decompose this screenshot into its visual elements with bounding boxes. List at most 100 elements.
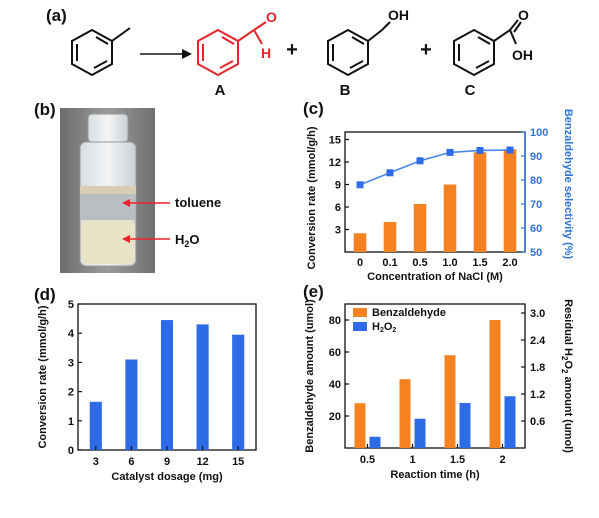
y-tick-label: 3 — [68, 357, 74, 369]
bar-h2o2 — [459, 403, 471, 448]
y-axis-label: Benzaldehyde amount (umol) — [304, 299, 316, 453]
alcohol-oh: OH — [388, 7, 409, 23]
bar-conversion — [413, 204, 427, 252]
y2-tick-label: 50 — [530, 247, 542, 259]
panel-label-d: (d) — [34, 285, 56, 304]
aldehyde-h: H — [261, 45, 271, 61]
aldehyde-o: O — [266, 9, 277, 25]
panel-label-e: (e) — [303, 282, 324, 301]
bar-conversion — [89, 401, 102, 450]
legend-h2o2-sub1: 2 — [380, 327, 384, 334]
plot-frame — [344, 303, 526, 449]
y2-tick-label: 3.0 — [530, 308, 545, 320]
y2-tick-label: 100 — [530, 127, 548, 139]
acid-o: O — [518, 7, 529, 23]
vial-photo: toluene H2O — [60, 108, 221, 273]
legend-label-benzaldehyde: Benzaldehyde — [372, 307, 446, 319]
toluene-label: toluene — [175, 195, 221, 210]
bar-conversion — [125, 359, 138, 450]
x-tick-label: 1 — [409, 454, 415, 466]
legend-swatch-h2o2 — [353, 322, 367, 331]
bar-conversion — [473, 152, 487, 252]
selectivity-point — [506, 146, 514, 154]
water-arrow — [122, 235, 170, 243]
y-tick-label: 5 — [68, 299, 74, 311]
bar-h2o2 — [504, 396, 516, 448]
y2-tick-label: 90 — [530, 151, 542, 163]
y2-tick-label: 60 — [530, 223, 542, 235]
legend-swatch-benzaldehyde — [353, 308, 367, 317]
panel-label-c: (c) — [303, 99, 324, 118]
legend-h2o2-o: O — [384, 321, 393, 333]
selectivity-point — [446, 148, 454, 156]
y2-axis-label: Benzaldehyde selectivity (%) — [562, 109, 574, 260]
x-tick-label: 2.0 — [502, 257, 517, 269]
y-tick-label: 80 — [329, 315, 341, 327]
bar-benzaldehyde — [354, 403, 366, 448]
y-axis-label: Conversion rate (mmol/g/h) — [306, 126, 318, 269]
legend-label-h2o2: H2O2 — [372, 321, 396, 334]
x-tick-label: 9 — [164, 456, 170, 468]
bar-benzaldehyde — [444, 355, 456, 448]
y-tick-label: 2 — [68, 387, 74, 399]
x-axis-label: Reaction time (h) — [390, 469, 480, 481]
bar-conversion — [232, 334, 245, 450]
y-tick-label: 9 — [335, 180, 341, 192]
selectivity-point — [416, 157, 424, 165]
panel-label-a: (a) — [46, 6, 67, 25]
y-tick-label: 6 — [335, 202, 341, 214]
product-b-label: B — [340, 82, 351, 99]
bar-benzaldehyde — [489, 320, 501, 448]
x-tick-label: 1.5 — [450, 454, 465, 466]
selectivity-point — [386, 169, 394, 177]
x-tick-label: 1.5 — [472, 257, 487, 269]
x-tick-label: 15 — [232, 456, 244, 468]
benzaldehyde-structure: O H — [197, 9, 277, 77]
x-tick-label: 0.1 — [382, 257, 397, 269]
chart-c: 3 6 9 12 15 50 60 70 80 90 100 0 0.1 0.5 1.0 1.5 2.0 Conc… — [306, 109, 574, 283]
bar-conversion — [353, 233, 367, 252]
y-tick-label: 20 — [329, 411, 341, 423]
y2-label-sub2: 2 — [560, 369, 569, 374]
bar-h2o2 — [414, 418, 426, 448]
legend-h2o2-h: H — [372, 321, 380, 333]
water-label: H2O — [175, 232, 200, 249]
x-tick-label: 3 — [93, 456, 99, 468]
y-tick-label: 12 — [329, 157, 341, 169]
x-tick-label: 0 — [357, 257, 363, 269]
y-tick-label: 4 — [68, 328, 75, 340]
x-tick-label: 1.0 — [442, 257, 457, 269]
selectivity-line — [359, 149, 511, 186]
y2-tick-label: 80 — [530, 175, 542, 187]
x-tick-label: 2 — [499, 454, 505, 466]
y2-axis-label: Residual H2O2 amount (umol) — [560, 299, 574, 453]
panel-label-b: (b) — [34, 100, 56, 119]
y-axis-label: Conversion rate (mmol/g/h) — [37, 305, 49, 448]
y2-tick-label: 1.2 — [530, 389, 545, 401]
toluene-arrow — [122, 199, 170, 207]
x-axis-label: Concentration of NaCl (M) — [367, 271, 503, 283]
y2-tick-label: 2.4 — [530, 335, 546, 347]
bar-conversion — [383, 222, 397, 252]
y-tick-label: 1 — [68, 416, 74, 428]
y-tick-label: 15 — [329, 135, 341, 147]
y2-tick-label: 1.8 — [530, 362, 545, 374]
bar-conversion — [196, 324, 209, 450]
acid-oh: OH — [512, 47, 533, 63]
bar-conversion — [160, 320, 174, 450]
x-tick-label: 6 — [128, 456, 134, 468]
x-tick-label: 0.5 — [360, 454, 375, 466]
benzyl-alcohol-structure: OH — [327, 7, 409, 77]
y2-label-part: amount (umol) — [562, 373, 574, 453]
x-tick-label: 12 — [196, 456, 208, 468]
bar-conversion — [443, 184, 457, 252]
chart-e: 20 40 60 80 0.6 1.2 1.8 2.4 3.0 0.5 1 1.5 2 Benzaldeh… — [304, 299, 574, 481]
bar-h2o2 — [369, 436, 381, 448]
product-a-label: A — [215, 82, 226, 99]
y2-label-part: O — [562, 360, 574, 369]
y2-label-part: Residual H — [562, 299, 574, 356]
y2-tick-label: 70 — [530, 199, 542, 211]
x-axis-label: Catalyst dosage (mg) — [111, 471, 223, 483]
selectivity-point — [356, 181, 364, 189]
